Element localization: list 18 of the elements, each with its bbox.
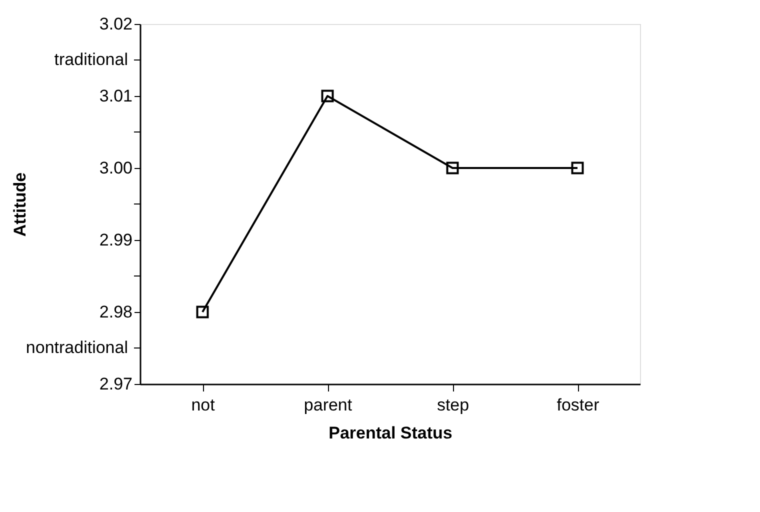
- x-tick-label: foster: [556, 396, 600, 414]
- x-tick-label: step: [436, 396, 470, 414]
- point: [321, 90, 334, 102]
- y-tick-label: 3.01: [99, 86, 132, 106]
- point: [446, 162, 459, 174]
- y-tick-label: 2.98: [99, 302, 132, 322]
- y-tick-label: 2.97: [99, 374, 132, 394]
- x-tick-label: not: [191, 396, 216, 414]
- y-tick-label: 3.00: [99, 158, 132, 178]
- y-axis-title: Attitude: [10, 172, 30, 237]
- y-tick-label: 3.02: [99, 14, 132, 34]
- text: nontraditional: [26, 338, 128, 357]
- y-tick-label: 2.99: [99, 230, 132, 250]
- point: [571, 162, 584, 174]
- x-tick-label: parent: [304, 396, 352, 414]
- text: traditional: [54, 50, 128, 69]
- point: [196, 306, 209, 318]
- x-axis-title: Parental Status: [328, 424, 452, 442]
